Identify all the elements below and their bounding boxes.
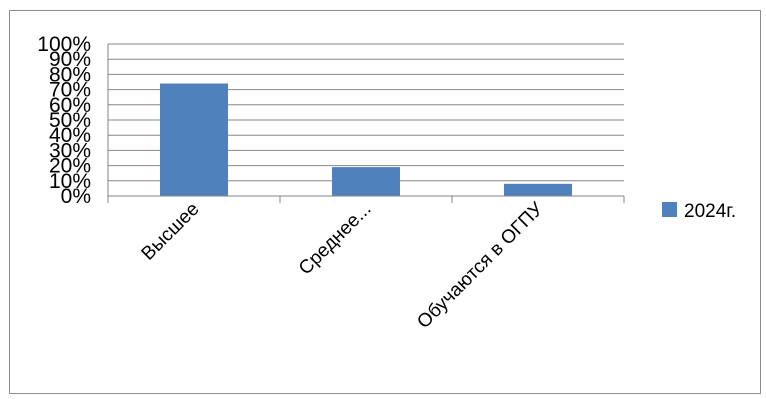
x-category-label: Обучаются в ОГПУ	[413, 198, 548, 333]
x-axis	[107, 44, 625, 203]
y-tick-label: 60%	[49, 94, 91, 117]
bar	[504, 183, 572, 196]
y-tick-label: 70%	[49, 79, 91, 102]
y-tick-label: 20%	[49, 155, 91, 178]
bars	[160, 83, 572, 196]
x-category-label: Среднее...	[295, 199, 376, 280]
legend-label: 2024г.	[684, 201, 736, 222]
x-category-label: Высшее	[138, 199, 204, 265]
y-tick-label: 90%	[49, 48, 91, 71]
y-tick-label: 0%	[61, 185, 91, 208]
legend-swatch	[662, 202, 677, 217]
bar	[332, 167, 400, 196]
y-tick-label: 10%	[49, 170, 91, 193]
y-tick-label: 100%	[37, 33, 91, 56]
legend: 2024г.	[662, 201, 736, 222]
y-tick-label: 30%	[49, 139, 91, 162]
y-tick-label: 40%	[49, 124, 91, 147]
y-tick-label: 80%	[49, 63, 91, 86]
bar	[160, 83, 228, 196]
y-tick-label: 50%	[49, 109, 91, 132]
y-axis-tick-labels: 0%10%20%30%40%50%60%70%80%90%100%	[37, 33, 91, 208]
x-axis-category-labels: Высшее Среднее... Обучаются в ОГПУ	[138, 198, 549, 333]
